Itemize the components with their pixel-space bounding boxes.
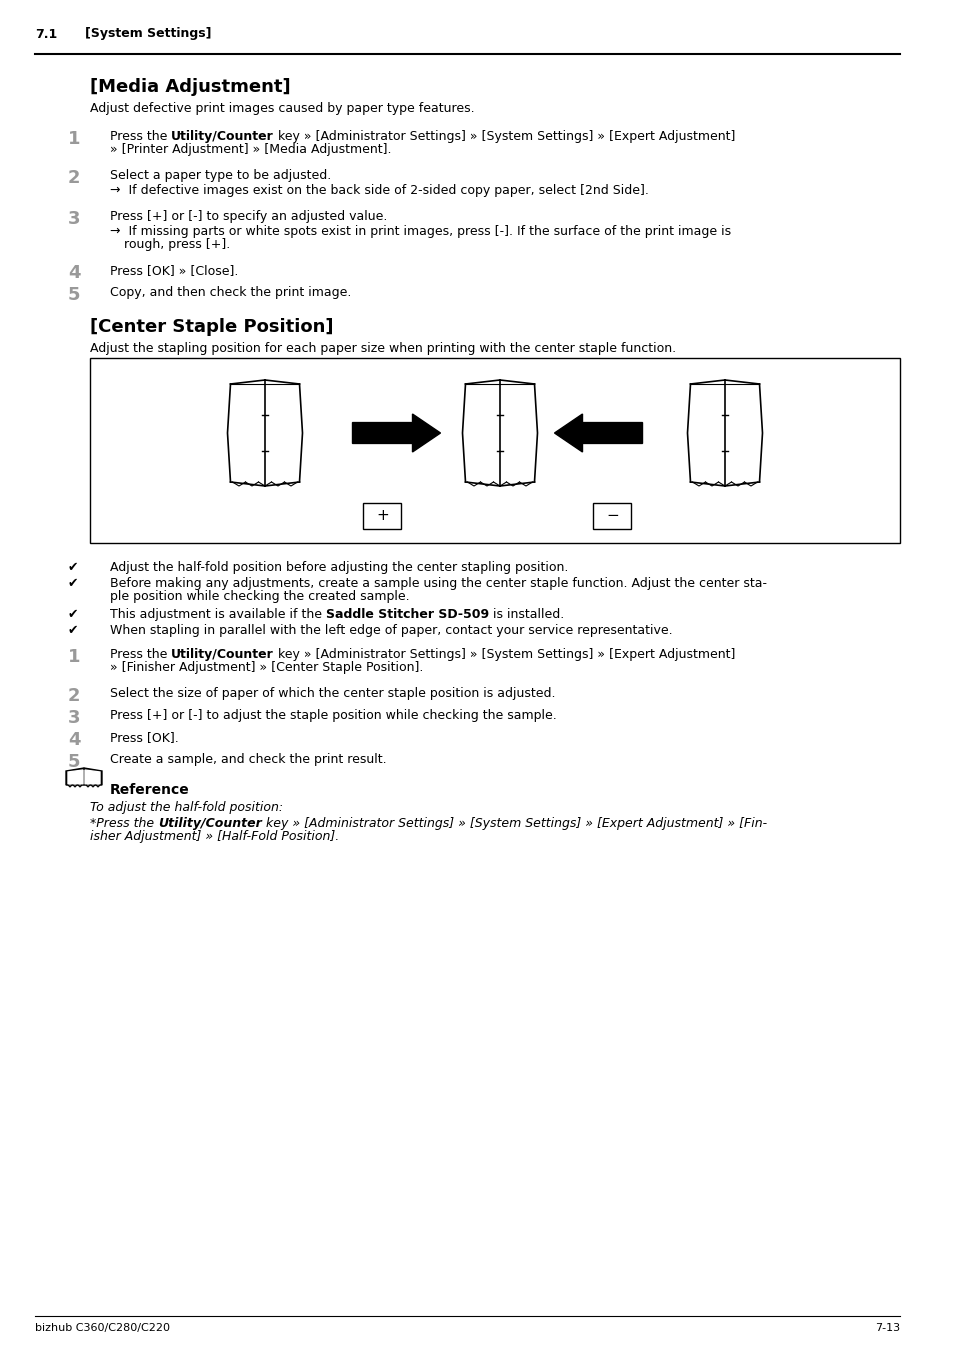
Polygon shape — [84, 768, 102, 784]
Text: Press [+] or [-] to specify an adjusted value.: Press [+] or [-] to specify an adjusted … — [110, 211, 387, 223]
Text: +: + — [375, 509, 389, 524]
Polygon shape — [724, 379, 759, 486]
Text: is installed.: is installed. — [489, 608, 564, 621]
Bar — [363, 504, 401, 529]
Text: 5: 5 — [68, 286, 80, 304]
Text: →  If defective images exist on the back side of 2-sided copy paper, select [2nd: → If defective images exist on the back … — [110, 184, 648, 197]
Text: 1: 1 — [68, 130, 80, 148]
Text: Utility/Counter: Utility/Counter — [172, 648, 274, 662]
Text: 3: 3 — [68, 709, 80, 728]
Bar — [593, 504, 631, 529]
Text: » [Finisher Adjustment] » [Center Staple Position].: » [Finisher Adjustment] » [Center Staple… — [110, 662, 423, 674]
Text: This adjustment is available if the: This adjustment is available if the — [110, 608, 326, 621]
Text: To adjust the half-fold position:: To adjust the half-fold position: — [90, 801, 283, 814]
Text: ✔: ✔ — [68, 608, 78, 621]
Text: 2: 2 — [68, 169, 80, 188]
Text: Press [+] or [-] to adjust the staple position while checking the sample.: Press [+] or [-] to adjust the staple po… — [110, 709, 557, 722]
Polygon shape — [499, 379, 534, 486]
Text: [Media Adjustment]: [Media Adjustment] — [90, 78, 291, 96]
Text: Press the: Press the — [110, 648, 172, 662]
Polygon shape — [265, 379, 299, 486]
Text: Press [OK] » [Close].: Press [OK] » [Close]. — [110, 265, 238, 277]
Text: Create a sample, and check the print result.: Create a sample, and check the print res… — [110, 753, 386, 765]
Text: isher Adjustment] » [Half-Fold Position].: isher Adjustment] » [Half-Fold Position]… — [90, 830, 339, 842]
Text: [Center Staple Position]: [Center Staple Position] — [90, 319, 334, 336]
Text: Adjust the half-fold position before adjusting the center stapling position.: Adjust the half-fold position before adj… — [110, 562, 568, 574]
Text: *Press the: *Press the — [90, 817, 158, 830]
Text: key » [Administrator Settings] » [System Settings] » [Expert Adjustment]: key » [Administrator Settings] » [System… — [274, 130, 735, 143]
Text: Select a paper type to be adjusted.: Select a paper type to be adjusted. — [110, 169, 331, 182]
Polygon shape — [68, 769, 83, 784]
Text: rough, press [+].: rough, press [+]. — [124, 238, 230, 251]
Polygon shape — [231, 379, 265, 486]
Text: Utility/Counter: Utility/Counter — [172, 130, 274, 143]
Text: When stapling in parallel with the left edge of paper, contact your service repr: When stapling in parallel with the left … — [110, 624, 672, 637]
Text: ple position while checking the created sample.: ple position while checking the created … — [110, 590, 409, 603]
Text: Saddle Stitcher SD-509: Saddle Stitcher SD-509 — [326, 608, 489, 621]
Text: →  If missing parts or white spots exist in print images, press [-]. If the surf: → If missing parts or white spots exist … — [110, 225, 730, 238]
Text: [System Settings]: [System Settings] — [85, 27, 212, 40]
Text: Press the: Press the — [110, 130, 172, 143]
Text: 1: 1 — [68, 648, 80, 666]
FancyArrow shape — [352, 414, 440, 452]
Text: ✔: ✔ — [68, 624, 78, 637]
Text: Adjust the stapling position for each paper size when printing with the center s: Adjust the stapling position for each pa… — [90, 342, 676, 355]
Text: Adjust defective print images caused by paper type features.: Adjust defective print images caused by … — [90, 103, 475, 115]
Text: 7-13: 7-13 — [874, 1323, 899, 1332]
Text: Copy, and then check the print image.: Copy, and then check the print image. — [110, 286, 351, 298]
Text: Utility/Counter: Utility/Counter — [158, 817, 262, 830]
Text: 7: 7 — [918, 15, 935, 39]
Text: » [Printer Adjustment] » [Media Adjustment].: » [Printer Adjustment] » [Media Adjustme… — [110, 143, 391, 157]
Text: key » [Administrator Settings] » [System Settings] » [Expert Adjustment] » [Fin-: key » [Administrator Settings] » [System… — [262, 817, 766, 830]
Bar — [90, 358, 899, 543]
Text: 2: 2 — [68, 687, 80, 705]
Text: −: − — [605, 509, 618, 524]
Text: Select the size of paper of which the center staple position is adjusted.: Select the size of paper of which the ce… — [110, 687, 555, 701]
Text: Press [OK].: Press [OK]. — [110, 730, 178, 744]
Text: bizhub C360/C280/C220: bizhub C360/C280/C220 — [35, 1323, 170, 1332]
Text: 4: 4 — [68, 265, 80, 282]
FancyArrow shape — [554, 414, 641, 452]
Text: Reference: Reference — [110, 783, 190, 796]
Text: Before making any adjustments, create a sample using the center staple function.: Before making any adjustments, create a … — [110, 576, 766, 590]
Text: ✔: ✔ — [68, 562, 78, 574]
Text: 7.1: 7.1 — [35, 27, 57, 40]
Text: 3: 3 — [68, 211, 80, 228]
Polygon shape — [85, 769, 100, 784]
Polygon shape — [690, 379, 724, 486]
Text: key » [Administrator Settings] » [System Settings] » [Expert Adjustment]: key » [Administrator Settings] » [System… — [274, 648, 735, 662]
Text: 5: 5 — [68, 753, 80, 771]
Text: ✔: ✔ — [68, 576, 78, 590]
Text: 4: 4 — [68, 730, 80, 749]
Polygon shape — [66, 768, 84, 784]
Polygon shape — [465, 379, 499, 486]
